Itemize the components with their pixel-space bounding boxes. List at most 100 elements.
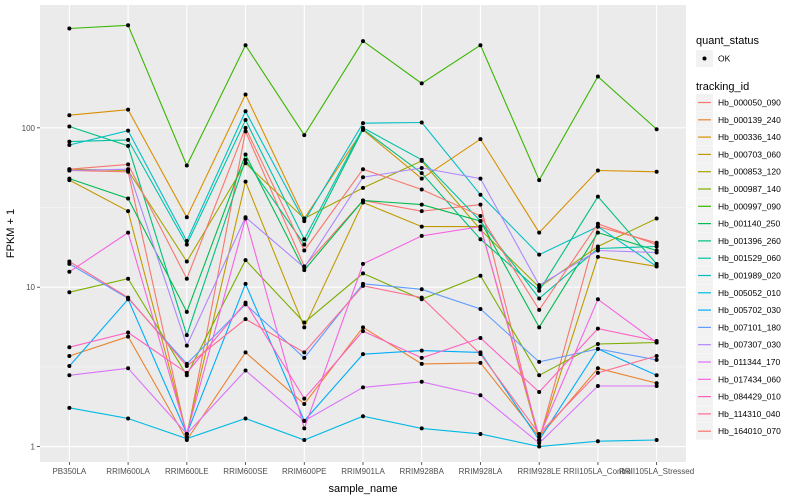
data-point [478, 237, 483, 242]
color-legend-items: Hb_000050_090 Hb_000139_240 Hb_000336_140 H… [696, 94, 781, 440]
data-point [361, 414, 365, 419]
data-point [67, 364, 72, 369]
data-point [184, 370, 189, 375]
data-point [67, 143, 72, 148]
color-legend-label: Hb_007101_180 [718, 322, 781, 332]
data-point [184, 163, 189, 168]
data-point [478, 393, 483, 398]
data-point [302, 437, 307, 442]
color-legend-title: tracking_id [696, 81, 749, 93]
x-axis-title: sample_name [328, 483, 397, 495]
data-point [419, 295, 424, 300]
data-point [243, 109, 248, 114]
color-legend-label: Hb_001989_020 [718, 271, 781, 281]
data-point [302, 219, 307, 224]
data-point [243, 300, 248, 305]
shape-legend-title: quant_status [696, 35, 759, 47]
color-legend-label: Hb_000050_090 [718, 98, 781, 108]
data-point [243, 317, 248, 322]
data-point [243, 117, 248, 122]
data-point [184, 309, 189, 314]
data-point [419, 81, 424, 86]
data-point [243, 157, 248, 162]
data-point [595, 439, 600, 444]
data-point [537, 434, 542, 439]
color-legend-label: Hb_000139_240 [718, 115, 781, 125]
data-point [537, 178, 542, 183]
y-axis-title: FPKM + 1 [5, 209, 17, 258]
data-point [419, 202, 424, 207]
data-point [595, 194, 600, 199]
y-tick-label: 10 [26, 283, 35, 292]
data-point [184, 343, 189, 348]
data-point [419, 224, 424, 229]
data-point [478, 352, 483, 357]
data-point [361, 175, 365, 180]
data-point [67, 290, 72, 295]
data-point [67, 26, 72, 31]
data-point [419, 171, 424, 176]
data-point [537, 230, 542, 235]
data-point [126, 143, 131, 148]
data-point [67, 345, 72, 350]
data-point [419, 120, 424, 125]
data-point [537, 359, 542, 364]
data-point [478, 273, 483, 278]
data-point [595, 297, 600, 302]
data-point [126, 167, 131, 172]
data-point [361, 325, 365, 330]
data-point [361, 198, 365, 203]
data-point [595, 383, 600, 388]
x-tick-label: RRIM600SE [223, 467, 267, 476]
data-point [654, 383, 659, 388]
x-tick-label: RRII105LA_Control [563, 467, 633, 476]
data-point [243, 129, 248, 134]
data-point [126, 230, 131, 235]
data-point [243, 161, 248, 166]
color-legend-label: Hb_000997_090 [718, 201, 781, 211]
data-point [478, 137, 483, 142]
data-point [654, 250, 659, 255]
data-point [537, 431, 542, 436]
color-legend-label: Hb_000853_120 [718, 167, 781, 177]
data-point [595, 168, 600, 173]
data-point [126, 295, 131, 300]
data-point [243, 350, 248, 355]
data-point [654, 354, 659, 359]
data-point [478, 219, 483, 224]
data-point [361, 283, 365, 288]
data-point [184, 259, 189, 264]
data-point [595, 230, 600, 235]
data-point [595, 254, 600, 259]
data-point [595, 370, 600, 375]
color-legend-label: Hb_164010_070 [718, 426, 781, 436]
data-point [184, 364, 189, 369]
data-point [67, 259, 72, 264]
data-point [654, 242, 659, 247]
data-point [126, 334, 131, 339]
data-point [419, 187, 424, 192]
x-tick-label: RRIM928BA [399, 467, 444, 476]
color-legend-label: Hb_084429_010 [718, 392, 781, 402]
shape-legend-label: OK [718, 54, 731, 64]
data-point [537, 444, 542, 449]
data-point [537, 441, 542, 446]
data-point [654, 373, 659, 378]
data-point [243, 179, 248, 184]
y-tick-label: 1 [31, 443, 36, 452]
data-point [361, 261, 365, 266]
data-point [595, 366, 600, 371]
data-point [184, 276, 189, 281]
data-point [302, 133, 307, 138]
data-point [419, 209, 424, 214]
data-point [478, 192, 483, 197]
data-point [361, 167, 365, 172]
legend: quant_status OK tracking_id Hb_000050_09… [696, 35, 781, 440]
data-point [302, 355, 307, 360]
data-point [361, 39, 365, 44]
data-point [595, 224, 600, 229]
data-point [595, 342, 600, 347]
data-point [302, 401, 307, 406]
data-point [361, 121, 365, 126]
